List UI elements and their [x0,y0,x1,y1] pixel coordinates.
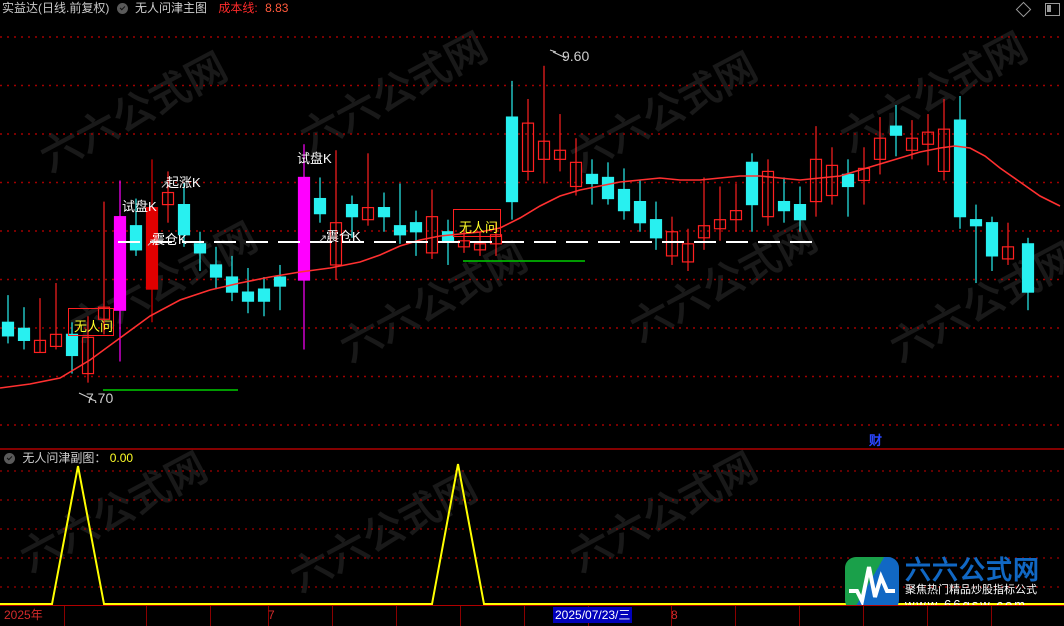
axis-tick [332,606,333,626]
price-chart-svg [0,36,1064,426]
cai-marker: 财 [869,433,883,448]
axis-tick [671,606,672,626]
selected-date-label[interactable]: 2025/07/23/三 [553,607,633,623]
axis-label: 7 [268,608,275,622]
pointer-tick-icon: ↗ [318,233,328,245]
sub-chart-title[interactable]: 无人问津副图： [22,451,107,465]
axis-tick [210,606,211,626]
diamond-icon[interactable] [1015,1,1031,18]
signal-label: 无人问 [459,220,499,235]
cost-line-value: 8.83 [265,1,289,15]
signal-label: 试盘K [297,151,332,166]
panel-icon[interactable] [1045,3,1060,17]
logo-wave-icon [849,566,895,608]
indicator-name[interactable]: 无人问津主图 [135,1,208,15]
axis-tick [799,606,800,626]
pointer-tick-icon: ↗ [160,179,170,191]
axis-tick [735,606,736,626]
high-price-label: 9.60 [562,48,590,64]
signal-label: 震仓K [326,229,361,244]
logo-mark-icon [845,557,899,611]
chart-title-bar: 实益达(日线.前复权) 无人问津主图 成本线: 8.83 [0,0,1064,16]
sub-chart-value: 0.00 [109,451,134,465]
axis-tick [146,606,147,626]
logo-text-block: 六六公式网 聚焦热门精品炒股指标公式 www.66gsw.com [905,556,1040,612]
main-price-chart[interactable] [0,16,1064,446]
axis-tick [991,606,992,626]
signal-highlight-box [453,209,501,237]
axis-tick [863,606,864,626]
sub-indicator-chart[interactable] [0,448,1064,605]
signal-label: 起涨K [166,175,201,190]
axis-tick [268,606,269,626]
window-icon-group [1015,1,1060,19]
sub-chart-header: 无人问津副图： 0.00 [0,450,133,466]
signal-label: 试盘K [122,199,157,214]
axis-label: 2025年 [4,608,43,622]
cost-line-label: 成本线: [218,1,258,15]
axis-tick [927,606,928,626]
pointer-tick-icon: ↗ [146,237,156,249]
chevron-circle-icon[interactable] [116,3,128,14]
chevron-circle-icon[interactable] [4,453,15,464]
signal-label: 震仓K [152,232,187,247]
low-price-label: 7.70 [86,390,114,406]
axis-tick [524,606,525,626]
signal-label: 无人问 [74,319,114,334]
axis-tick [396,606,397,626]
logo-name: 六六公式网 [905,555,1041,585]
sub-chart-svg [0,448,1064,605]
axis-tick [460,606,461,626]
stock-title[interactable]: 实益达(日线.前复权) [2,1,110,15]
logo-tagline: 聚焦热门精品炒股指标公式 [905,584,1037,596]
axis-tick [64,606,65,626]
time-axis[interactable]: 2025年 7 8 2025/07/23/三 [0,605,1064,626]
axis-label: 8 [671,608,678,622]
signal-highlight-box [68,308,114,336]
